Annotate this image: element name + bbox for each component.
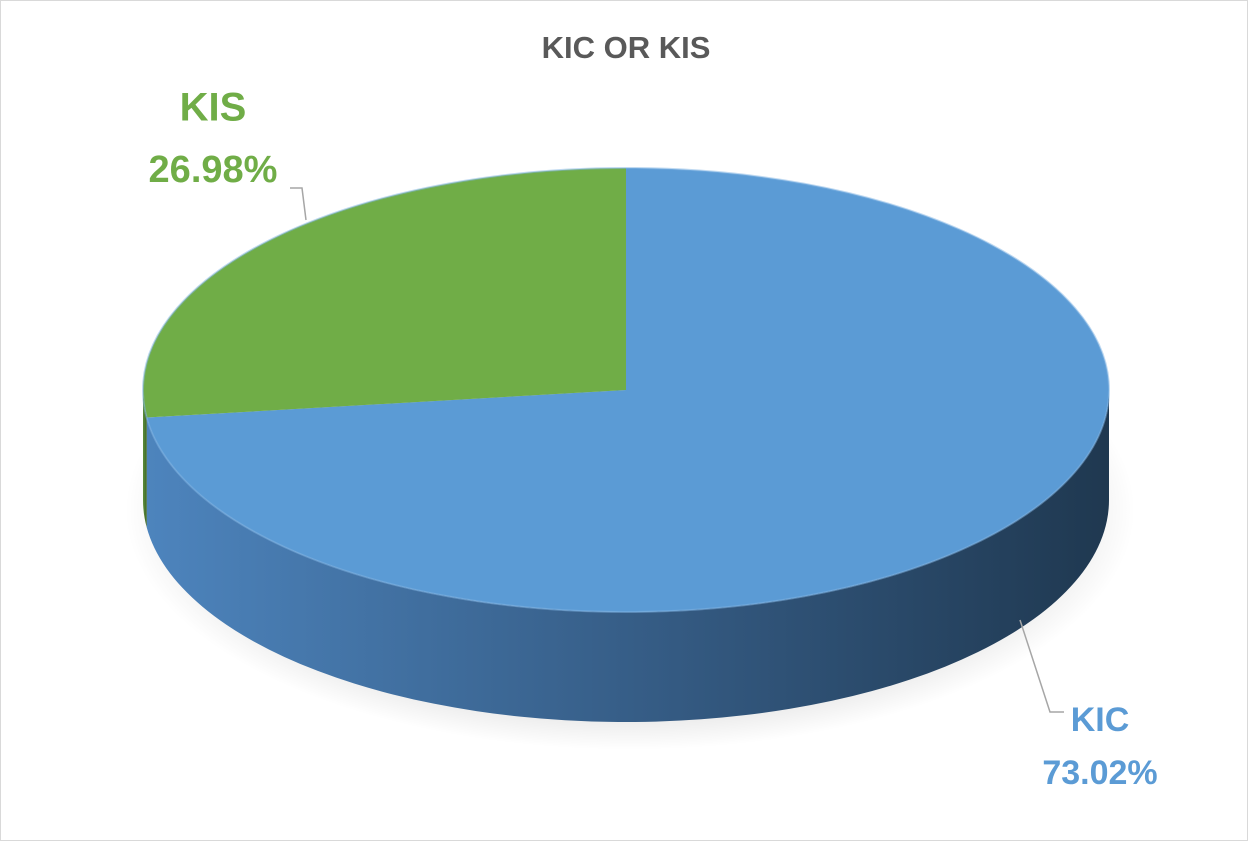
value-label: 26.98% — [149, 149, 278, 191]
category-label: KIC — [1071, 701, 1130, 739]
category-label: KIS — [180, 86, 247, 130]
rim-highlight — [142, 167, 1110, 613]
slice-side — [146, 390, 1109, 722]
slice — [143, 168, 626, 418]
labels: KIC 73.02% KIS 26.98% — [149, 86, 1158, 792]
chart-title: KIC OR KIS — [542, 30, 711, 65]
value-label: 73.02% — [1042, 754, 1157, 792]
pie — [142, 167, 1110, 722]
leader-line — [290, 187, 307, 221]
slice-side — [143, 390, 147, 528]
leader-line — [1019, 619, 1064, 713]
slice — [146, 168, 1109, 612]
